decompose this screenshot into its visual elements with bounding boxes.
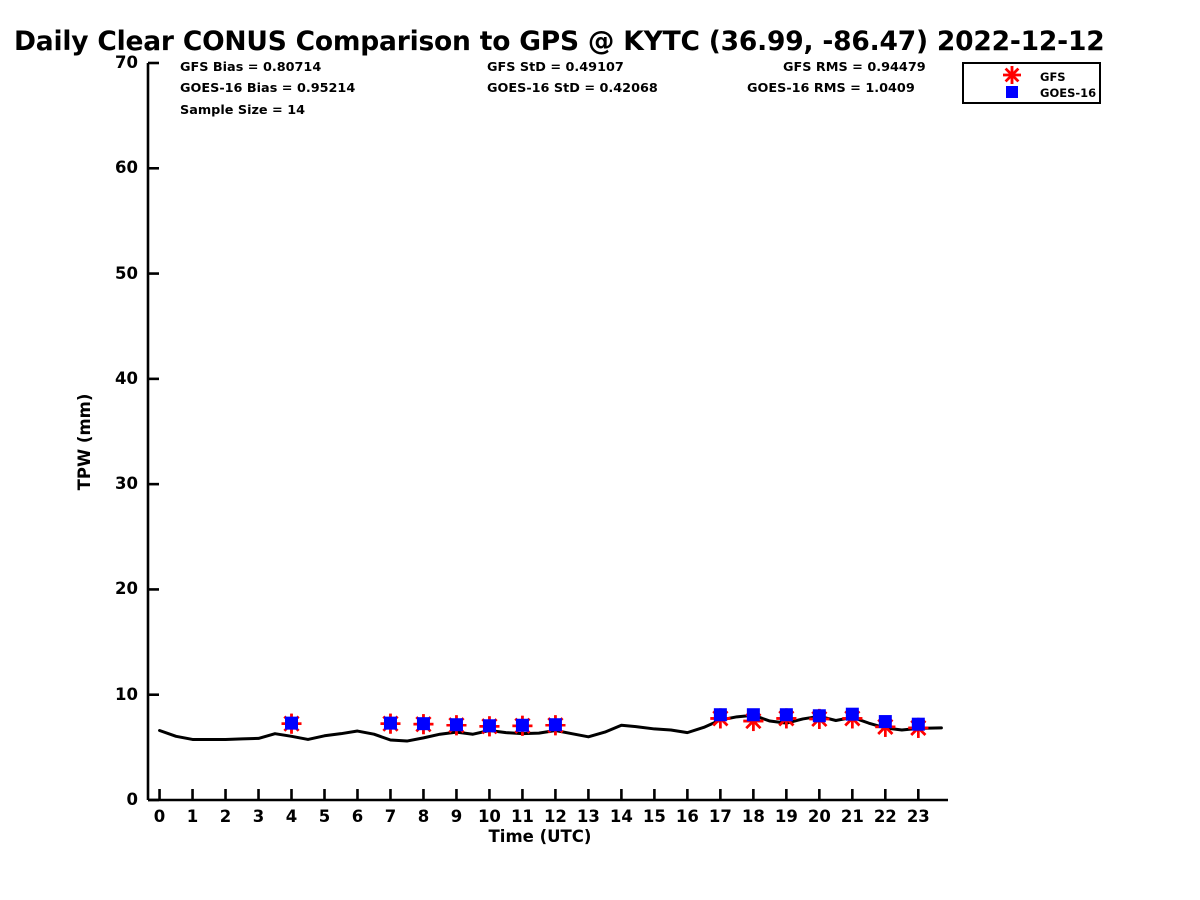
x-tick-label: 19 — [774, 807, 798, 826]
x-tick-label: 15 — [642, 807, 666, 826]
x-tick-label: 18 — [741, 807, 765, 826]
y-tick-label: 0 — [126, 790, 138, 809]
x-tick-label: 0 — [153, 807, 166, 826]
x-tick-label: 16 — [675, 807, 699, 826]
x-tick-label: 12 — [543, 807, 567, 826]
stat-gfs-std: GFS StD = 0.49107 — [487, 60, 624, 75]
axis-spines — [146, 63, 948, 802]
goes16-data-point — [548, 718, 562, 732]
x-tick-label: 3 — [252, 807, 265, 826]
goes16-data-point — [482, 719, 496, 733]
y-tick-label: 10 — [115, 684, 138, 704]
y-tick-label: 30 — [115, 474, 138, 494]
y-tick-label: 70 — [115, 53, 138, 72]
stat-goes-rms: GOES-16 RMS = 1.0409 — [747, 81, 915, 96]
goes16-data-point — [746, 708, 760, 722]
x-tick-label: 13 — [576, 807, 600, 826]
stat-goes-bias: GOES-16 Bias = 0.95214 — [180, 81, 356, 96]
x-axis-ticks — [158, 789, 920, 800]
goes16-data-point — [845, 707, 859, 721]
x-tick-label: 9 — [450, 807, 463, 826]
stat-gfs-bias: GFS Bias = 0.80714 — [180, 60, 322, 75]
goes16-data-point — [713, 708, 727, 722]
y-tick-label: 40 — [115, 368, 138, 388]
x-tick-label: 10 — [477, 807, 501, 826]
legend-label-goes16: GOES-16 — [1040, 86, 1097, 100]
legend: GFS GOES-16 — [962, 62, 1101, 104]
legend-label-gfs: GFS — [1040, 70, 1066, 84]
x-tick-label: 17 — [708, 807, 732, 826]
stat-sample-size: Sample Size = 14 — [180, 103, 306, 118]
x-axis-label: Time (UTC) — [488, 827, 592, 846]
x-tick-label: 8 — [417, 807, 430, 826]
goes16-data-point — [779, 708, 793, 722]
x-tick-label: 4 — [285, 807, 298, 826]
goes16-data-point — [383, 716, 397, 730]
legend-square-icon — [1006, 86, 1018, 98]
x-tick-label: 14 — [609, 807, 633, 826]
x-tick-label: 7 — [384, 807, 397, 826]
gps-line-series — [158, 713, 943, 743]
x-tick-label: 22 — [873, 807, 897, 826]
y-axis-ticks — [148, 61, 159, 802]
x-tick-label: 11 — [510, 807, 534, 826]
goes16-data-point — [911, 717, 925, 731]
goes16-data-point — [416, 717, 430, 731]
legend-markers — [1003, 66, 1021, 98]
page-title: Daily Clear CONUS Comparison to GPS @ KY… — [14, 26, 1105, 57]
goes16-marker-series — [285, 707, 925, 733]
x-tick-label: 2 — [219, 807, 232, 826]
goes16-data-point — [449, 718, 463, 732]
x-tick-label: 21 — [840, 807, 864, 826]
y-tick-label: 60 — [115, 158, 138, 178]
y-tick-label: 20 — [115, 579, 138, 599]
stat-goes-std: GOES-16 StD = 0.42068 — [487, 81, 658, 96]
x-tick-label: 20 — [807, 807, 831, 826]
stat-gfs-rms: GFS RMS = 0.94479 — [783, 60, 926, 75]
goes16-data-point — [878, 715, 892, 729]
y-tick-label: 50 — [115, 263, 138, 283]
x-tick-label: 5 — [318, 807, 331, 826]
goes16-data-point — [812, 709, 826, 723]
goes16-data-point — [515, 718, 529, 732]
x-tick-label: 1 — [186, 807, 199, 826]
legend-asterisk-icon — [1003, 66, 1021, 84]
goes16-data-point — [285, 716, 299, 730]
x-tick-label: 23 — [906, 807, 930, 826]
x-tick-label: 6 — [351, 807, 364, 826]
